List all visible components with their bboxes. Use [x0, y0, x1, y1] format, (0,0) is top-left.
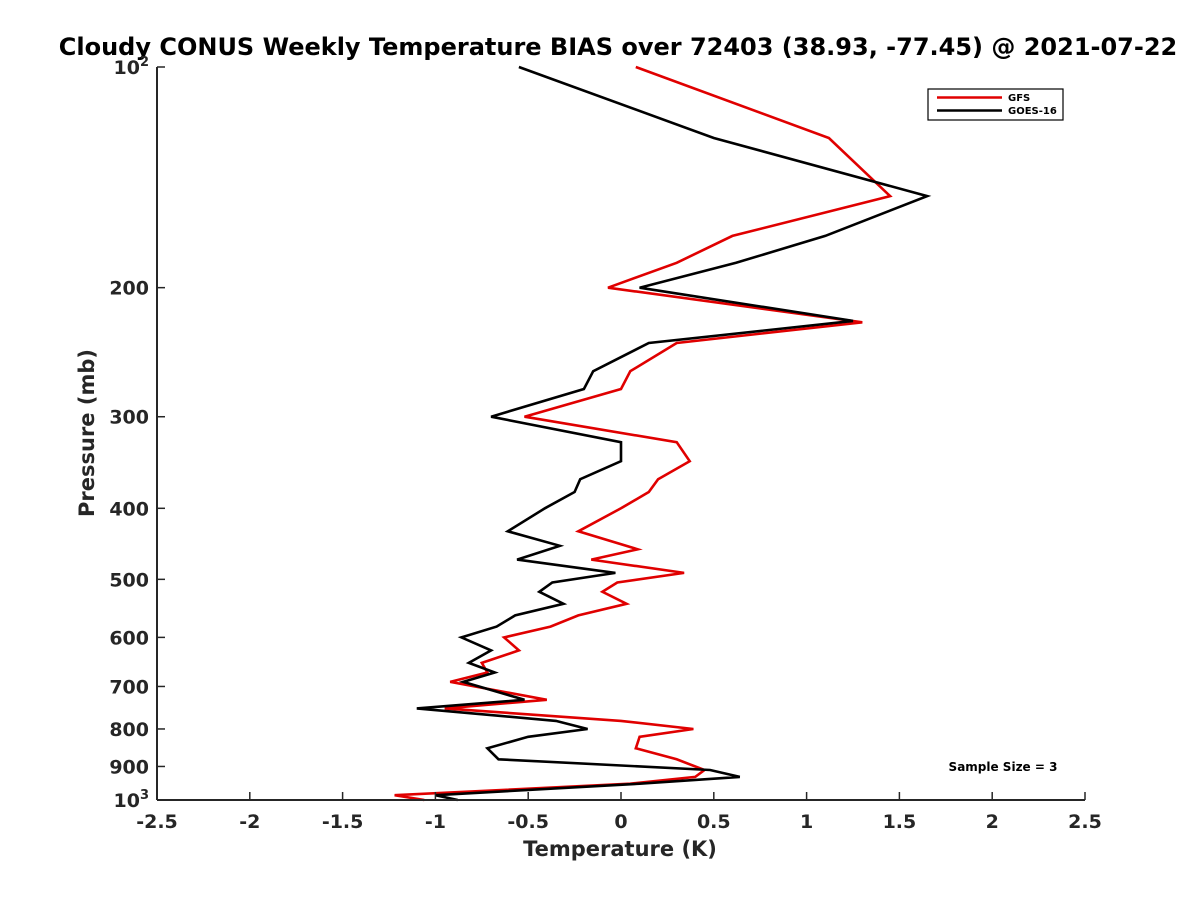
x-tick-label: -1: [425, 811, 446, 833]
chart-title: Cloudy CONUS Weekly Temperature BIAS ove…: [59, 33, 1177, 61]
legend-label-gfs: GFS: [1008, 93, 1030, 104]
x-tick-label: -2.5: [136, 811, 178, 833]
y-tick-label: 300: [109, 407, 149, 429]
legend-box: [927, 88, 1064, 121]
x-axis-ticks: -2.5 -2 -1.5 -1 -0.5 0 0.5 1 1.5 2 2.5: [136, 792, 1102, 833]
x-tick-label: -1.5: [322, 811, 364, 833]
x-tick-label: 2: [986, 811, 999, 833]
y-tick-label: 800: [109, 719, 149, 741]
series-lines: [394, 65, 932, 802]
x-tick-label: 1: [800, 811, 813, 833]
series-line-goes16: [416, 65, 932, 802]
legend: GFS GOES-16: [927, 88, 1064, 121]
y-tick-label: 500: [109, 569, 149, 591]
y-axis-label: Pressure (mb): [75, 349, 99, 517]
y-tick-label: 900: [109, 756, 149, 778]
series-line-gfs: [394, 65, 893, 802]
sample-size-annotation: Sample Size = 3: [949, 760, 1058, 774]
x-tick-label: 0: [614, 811, 627, 833]
y-tick-label: 700: [109, 676, 149, 698]
plot-area: -2.5 -2 -1.5 -1 -0.5 0 0.5 1 1.5 2 2.5 102 200 300 40…: [109, 55, 1102, 833]
x-tick-label: 2.5: [1068, 811, 1102, 833]
x-tick-label: 1.5: [883, 811, 917, 833]
y-axis-ticks: 102 200 300 400 500 600 700 800 900 103: [109, 55, 165, 812]
x-tick-label: -2: [239, 811, 260, 833]
y-tick-label: 200: [109, 278, 149, 300]
y-tick-label: 102: [114, 55, 150, 79]
y-tick-label: 400: [109, 498, 149, 520]
x-tick-label: 0.5: [697, 811, 731, 833]
x-tick-label: -0.5: [507, 811, 549, 833]
legend-label-goes16: GOES-16: [1008, 106, 1057, 117]
y-tick-label: 600: [109, 627, 149, 649]
x-axis-label: Temperature (K): [523, 837, 717, 861]
y-tick-label: 103: [114, 788, 150, 812]
